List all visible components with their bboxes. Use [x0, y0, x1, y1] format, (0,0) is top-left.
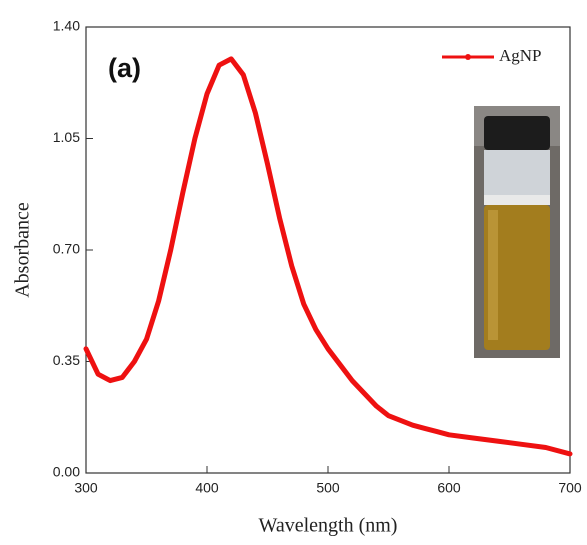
annotation: (a) — [108, 53, 141, 83]
y-tick-label: 0.00 — [53, 464, 80, 480]
y-axis-label: Absorbance — [12, 202, 34, 298]
legend-marker — [465, 54, 471, 60]
y-tick-label: 0.35 — [53, 352, 80, 368]
y-tick-label: 1.05 — [53, 129, 80, 145]
x-tick-label: 400 — [195, 480, 219, 496]
x-tick-label: 300 — [74, 480, 98, 496]
inset-photo — [474, 106, 560, 358]
x-axis-label: Wavelength (nm) — [259, 515, 398, 537]
legend-label: AgNP — [499, 46, 542, 65]
data-line — [83, 56, 573, 457]
y-tick-label: 1.40 — [53, 18, 80, 34]
x-tick-label: 600 — [437, 480, 461, 496]
x-tick-label: 700 — [558, 480, 582, 496]
x-tick-label: 500 — [316, 480, 340, 496]
y-tick-label: 0.70 — [53, 241, 80, 257]
